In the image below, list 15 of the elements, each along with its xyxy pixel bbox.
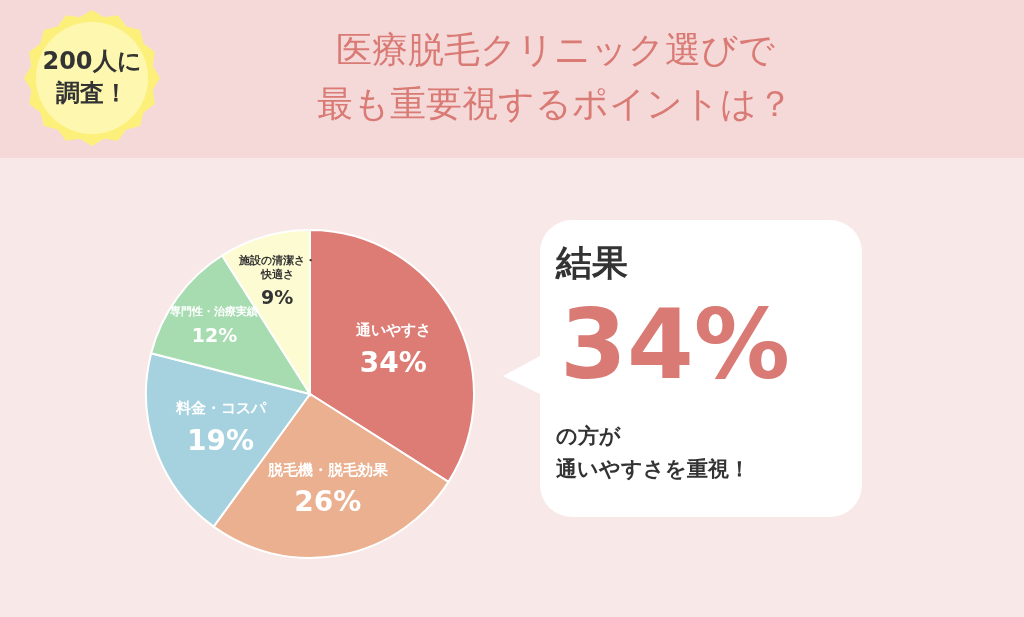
text: 34%	[560, 289, 790, 402]
data-label: 19%	[186, 424, 255, 458]
slice-label: 脱毛機・脱毛効果	[266, 460, 389, 479]
data-label: 12%	[191, 323, 238, 346]
slice-label: 施設の清潔さ・快適さ	[237, 254, 316, 280]
text: 200人に調査！	[42, 47, 142, 107]
data-label: 34%	[359, 346, 427, 380]
text: の方が	[556, 424, 621, 448]
data-label: 26%	[294, 485, 362, 519]
text: 結果	[555, 242, 628, 283]
text: 通いやすさを重視！	[555, 457, 750, 481]
slice-label: 料金・コスパ	[174, 399, 267, 418]
slice-label: 通いやすさ	[354, 321, 431, 340]
text: 医療脱毛クリニック選びで最も重要視するポイントは？	[317, 29, 793, 124]
data-label: 9%	[260, 286, 294, 309]
